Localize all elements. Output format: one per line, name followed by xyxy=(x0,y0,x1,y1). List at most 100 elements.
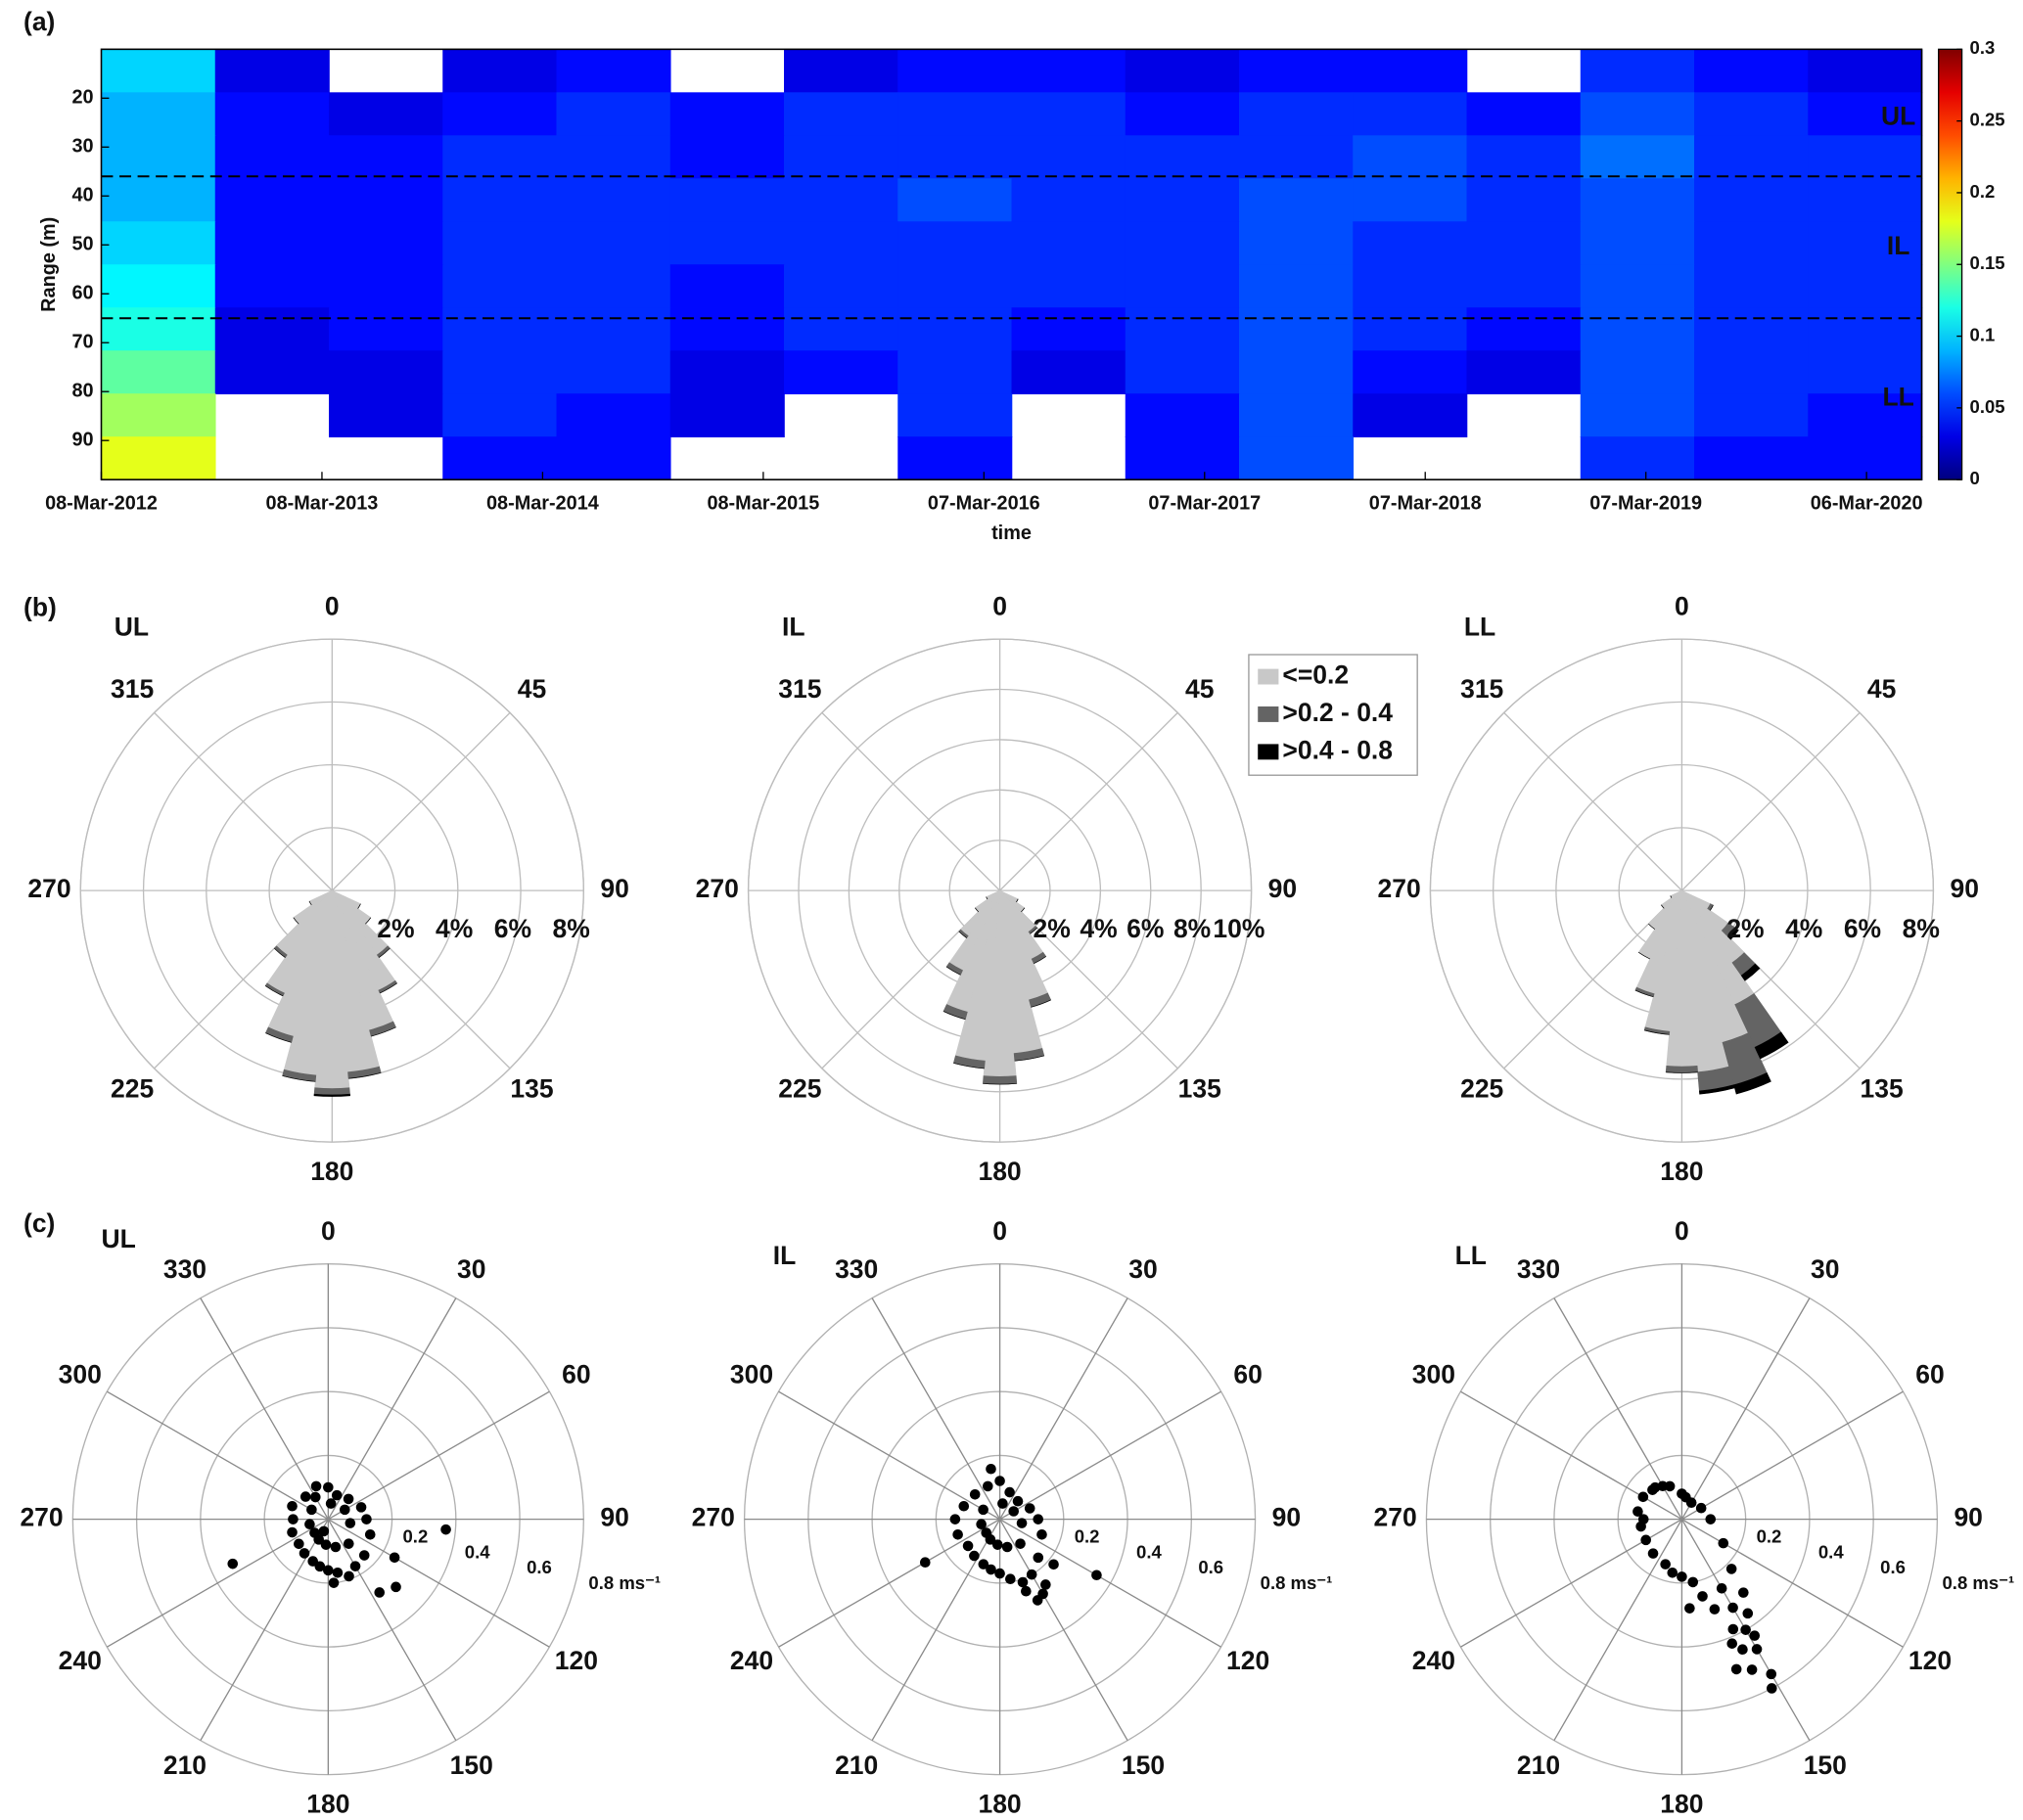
heatmap-cell xyxy=(1353,393,1468,437)
theta-tick-label: 270 xyxy=(20,1503,63,1532)
heatmap-cell xyxy=(669,393,785,437)
scatter-point xyxy=(288,1514,299,1524)
heatmap-cell xyxy=(1239,393,1355,437)
scatter-point xyxy=(1749,1630,1761,1641)
scatter-point xyxy=(1016,1518,1028,1528)
plot-frame xyxy=(100,48,1923,480)
layer-label: IL xyxy=(1887,231,1910,260)
scatter-point xyxy=(1727,1602,1738,1614)
heatmap-cell xyxy=(1239,307,1355,352)
scatter-point xyxy=(1767,1683,1777,1694)
scatter-point xyxy=(1727,1623,1739,1635)
scatter-point xyxy=(323,1481,334,1493)
heatmap-cell xyxy=(897,436,1013,480)
heatmap-cell xyxy=(669,178,785,223)
scatter-point xyxy=(1004,1486,1015,1498)
heatmap-cell xyxy=(1808,307,1923,352)
heatmap-cell xyxy=(329,393,444,437)
scatter-point xyxy=(1026,1569,1037,1580)
theta-tick-label: 150 xyxy=(1122,1751,1165,1780)
heatmap-cell xyxy=(1353,178,1468,223)
heatmap-cell xyxy=(1125,393,1240,437)
colorbar-tick-label: 0.2 xyxy=(1970,181,1996,202)
theta-tick-label: 90 xyxy=(1272,1503,1301,1532)
scatter-point xyxy=(294,1538,304,1550)
heatmap-cell xyxy=(329,92,444,137)
theta-tick-label: 0 xyxy=(992,591,1007,620)
x-tick-label: 08-Mar-2013 xyxy=(266,493,379,515)
heatmap-cell xyxy=(101,92,216,137)
scatter-point xyxy=(1680,1491,1691,1503)
scatter-point xyxy=(1647,1484,1658,1495)
heatmap-cell xyxy=(1694,307,1810,352)
heatmap-cell xyxy=(1808,436,1923,480)
r-tick-label: 0.8 ms⁻¹ xyxy=(1942,1572,2014,1593)
colorbar-tick-label: 0.3 xyxy=(1970,37,1996,58)
theta-tick-label: 0 xyxy=(1675,591,1689,620)
layer-label: LL xyxy=(1882,383,1913,412)
heatmap-cell xyxy=(329,264,444,309)
scatter-point xyxy=(1660,1559,1671,1570)
rose-wedge xyxy=(313,1093,351,1097)
scatter-point xyxy=(981,1527,992,1538)
heatmap-cell xyxy=(1125,221,1240,266)
rose-wedge xyxy=(983,1082,1017,1085)
scatter-point xyxy=(323,1565,334,1576)
r-tick-label: 2% xyxy=(1034,914,1071,943)
polar-spoke xyxy=(871,1519,1001,1741)
colorbar-tick-label: 0 xyxy=(1970,468,1980,488)
rose-wedge xyxy=(371,1026,396,1037)
theta-tick-label: 0 xyxy=(321,1216,336,1246)
heatmap-cell xyxy=(101,221,216,266)
heatmap-cell xyxy=(1466,350,1582,394)
heatmap-cell xyxy=(897,307,1013,352)
x-tick-label: 08-Mar-2014 xyxy=(486,493,599,515)
heatmap-cell xyxy=(1466,264,1582,309)
scatter-point xyxy=(1725,1564,1737,1574)
heatmap-cell xyxy=(1580,436,1695,480)
heatmap-cell xyxy=(1239,221,1355,266)
polar-spoke xyxy=(999,1519,1221,1648)
rose-wedge xyxy=(1648,923,1655,930)
scatter-point xyxy=(328,1577,340,1588)
theta-tick-label: 330 xyxy=(1517,1254,1560,1284)
heatmap-cell xyxy=(442,49,558,94)
heatmap-cell xyxy=(669,221,785,266)
theta-tick-label: 300 xyxy=(730,1359,773,1388)
scatter-points xyxy=(919,1463,1102,1606)
heatmap-cell xyxy=(1466,135,1582,180)
heatmap-cell xyxy=(784,221,899,266)
scatter-point xyxy=(344,1538,354,1549)
heatmap-cell xyxy=(101,135,216,180)
theta-tick-label: 330 xyxy=(163,1254,207,1284)
scatter-point xyxy=(306,1504,317,1516)
scatter-point xyxy=(345,1518,356,1528)
polar-spoke xyxy=(1681,1519,1904,1648)
polar-spoke xyxy=(331,711,511,891)
scatter-point xyxy=(1684,1603,1695,1614)
r-tick-label: 0.2 xyxy=(1757,1526,1782,1547)
polar-spoke xyxy=(1553,1519,1682,1741)
polar-spoke xyxy=(778,1390,1000,1521)
scatter-point xyxy=(1697,1591,1708,1602)
heatmap-cell xyxy=(1694,221,1810,266)
heatmap-cell xyxy=(1011,135,1126,180)
scatter-point xyxy=(440,1524,451,1535)
heatmap-cell xyxy=(101,350,216,394)
heatmap-cell xyxy=(442,350,558,394)
scatter-point xyxy=(919,1557,931,1568)
heatmap-cell xyxy=(442,264,558,309)
heatmap-cell xyxy=(1580,92,1695,137)
theta-tick-label: 60 xyxy=(1915,1359,1944,1388)
heatmap-cell xyxy=(1808,264,1923,309)
polar-spoke xyxy=(999,1390,1221,1521)
r-tick-label: 0.8 ms⁻¹ xyxy=(588,1572,661,1593)
scatter-point xyxy=(339,1504,350,1516)
heatmap-cell xyxy=(1808,393,1923,437)
r-tick-label: 4% xyxy=(436,914,473,943)
heatmap-cell xyxy=(1125,350,1240,394)
scatter-point xyxy=(994,1568,1005,1579)
legend-label: <=0.2 xyxy=(1282,660,1349,690)
heatmap-cell xyxy=(784,92,899,137)
heatmap-cell xyxy=(1466,92,1582,137)
